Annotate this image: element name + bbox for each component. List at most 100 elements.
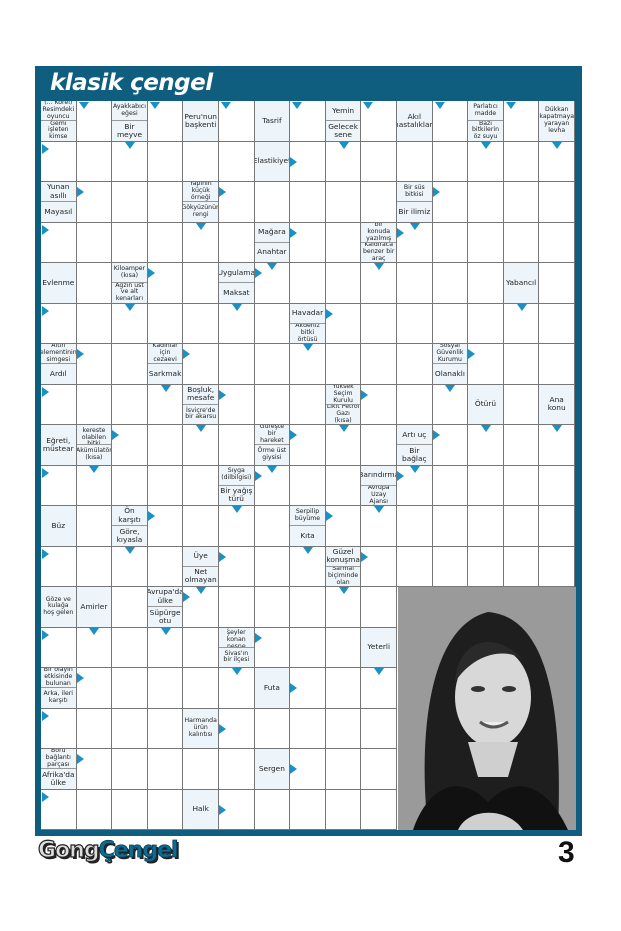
answer-cell[interactable]	[397, 384, 433, 425]
answer-cell[interactable]	[539, 222, 575, 263]
answer-cell[interactable]	[41, 789, 77, 830]
answer-cell[interactable]	[361, 749, 397, 790]
answer-cell[interactable]	[147, 141, 184, 182]
answer-cell[interactable]	[468, 425, 504, 466]
answer-cell[interactable]	[147, 668, 184, 709]
answer-cell[interactable]	[112, 425, 148, 466]
answer-cell[interactable]	[41, 627, 77, 668]
answer-cell[interactable]	[503, 384, 540, 425]
answer-cell[interactable]	[219, 425, 255, 466]
answer-cell[interactable]	[539, 263, 575, 304]
answer-cell[interactable]	[397, 546, 433, 587]
answer-cell[interactable]	[290, 708, 326, 749]
answer-cell[interactable]	[219, 303, 255, 344]
answer-cell[interactable]	[254, 263, 291, 304]
answer-cell[interactable]	[219, 384, 255, 425]
answer-cell[interactable]	[503, 101, 540, 142]
answer-cell[interactable]	[290, 668, 326, 709]
answer-cell[interactable]	[468, 182, 504, 223]
answer-cell[interactable]	[41, 384, 77, 425]
answer-cell[interactable]	[503, 546, 540, 587]
answer-cell[interactable]	[361, 101, 397, 142]
answer-cell[interactable]	[183, 141, 219, 182]
answer-cell[interactable]	[76, 627, 113, 668]
answer-cell[interactable]	[290, 384, 326, 425]
answer-cell[interactable]	[147, 546, 184, 587]
answer-cell[interactable]	[503, 182, 540, 223]
answer-cell[interactable]	[432, 263, 469, 304]
answer-cell[interactable]	[147, 789, 184, 830]
answer-cell[interactable]	[361, 384, 397, 425]
answer-cell[interactable]	[539, 425, 575, 466]
answer-cell[interactable]	[219, 141, 255, 182]
answer-cell[interactable]	[76, 263, 113, 304]
answer-cell[interactable]	[183, 344, 219, 385]
answer-cell[interactable]	[183, 587, 219, 628]
answer-cell[interactable]	[539, 344, 575, 385]
answer-cell[interactable]	[432, 506, 469, 547]
answer-cell[interactable]	[112, 222, 148, 263]
answer-cell[interactable]	[432, 546, 469, 587]
answer-cell[interactable]	[397, 506, 433, 547]
answer-cell[interactable]	[539, 506, 575, 547]
answer-cell[interactable]	[112, 668, 148, 709]
answer-cell[interactable]	[254, 789, 291, 830]
answer-cell[interactable]	[219, 182, 255, 223]
answer-cell[interactable]	[432, 141, 469, 182]
answer-cell[interactable]	[112, 546, 148, 587]
answer-cell[interactable]	[397, 303, 433, 344]
answer-cell[interactable]	[147, 708, 184, 749]
answer-cell[interactable]	[539, 182, 575, 223]
answer-cell[interactable]	[219, 789, 255, 830]
answer-cell[interactable]	[76, 303, 113, 344]
answer-cell[interactable]	[468, 141, 504, 182]
answer-cell[interactable]	[147, 101, 184, 142]
answer-cell[interactable]	[468, 344, 504, 385]
answer-cell[interactable]	[432, 465, 469, 506]
answer-cell[interactable]	[361, 789, 397, 830]
answer-cell[interactable]	[468, 546, 504, 587]
answer-cell[interactable]	[254, 506, 291, 547]
answer-cell[interactable]	[183, 506, 219, 547]
answer-cell[interactable]	[112, 708, 148, 749]
answer-cell[interactable]	[503, 465, 540, 506]
answer-cell[interactable]	[361, 182, 397, 223]
answer-cell[interactable]	[432, 222, 469, 263]
answer-cell[interactable]	[254, 303, 291, 344]
answer-cell[interactable]	[147, 749, 184, 790]
answer-cell[interactable]	[219, 708, 255, 749]
answer-cell[interactable]	[361, 668, 397, 709]
answer-cell[interactable]	[41, 708, 77, 749]
answer-cell[interactable]	[397, 141, 433, 182]
answer-cell[interactable]	[503, 303, 540, 344]
answer-cell[interactable]	[432, 101, 469, 142]
answer-cell[interactable]	[361, 344, 397, 385]
answer-cell[interactable]	[290, 182, 326, 223]
answer-cell[interactable]	[397, 344, 433, 385]
answer-cell[interactable]	[325, 749, 362, 790]
answer-cell[interactable]	[219, 344, 255, 385]
answer-cell[interactable]	[325, 344, 362, 385]
answer-cell[interactable]	[503, 344, 540, 385]
answer-cell[interactable]	[503, 425, 540, 466]
answer-cell[interactable]	[361, 587, 397, 628]
answer-cell[interactable]	[325, 668, 362, 709]
answer-cell[interactable]	[468, 506, 504, 547]
answer-cell[interactable]	[219, 749, 255, 790]
answer-cell[interactable]	[468, 303, 504, 344]
answer-cell[interactable]	[147, 425, 184, 466]
answer-cell[interactable]	[112, 303, 148, 344]
answer-cell[interactable]	[325, 141, 362, 182]
answer-cell[interactable]	[468, 263, 504, 304]
answer-cell[interactable]	[254, 587, 291, 628]
answer-cell[interactable]	[397, 222, 433, 263]
answer-cell[interactable]	[325, 182, 362, 223]
answer-cell[interactable]	[183, 425, 219, 466]
answer-cell[interactable]	[147, 182, 184, 223]
answer-cell[interactable]	[76, 465, 113, 506]
answer-cell[interactable]	[183, 627, 219, 668]
answer-cell[interactable]	[76, 222, 113, 263]
answer-cell[interactable]	[361, 303, 397, 344]
answer-cell[interactable]	[41, 303, 77, 344]
answer-cell[interactable]	[183, 222, 219, 263]
